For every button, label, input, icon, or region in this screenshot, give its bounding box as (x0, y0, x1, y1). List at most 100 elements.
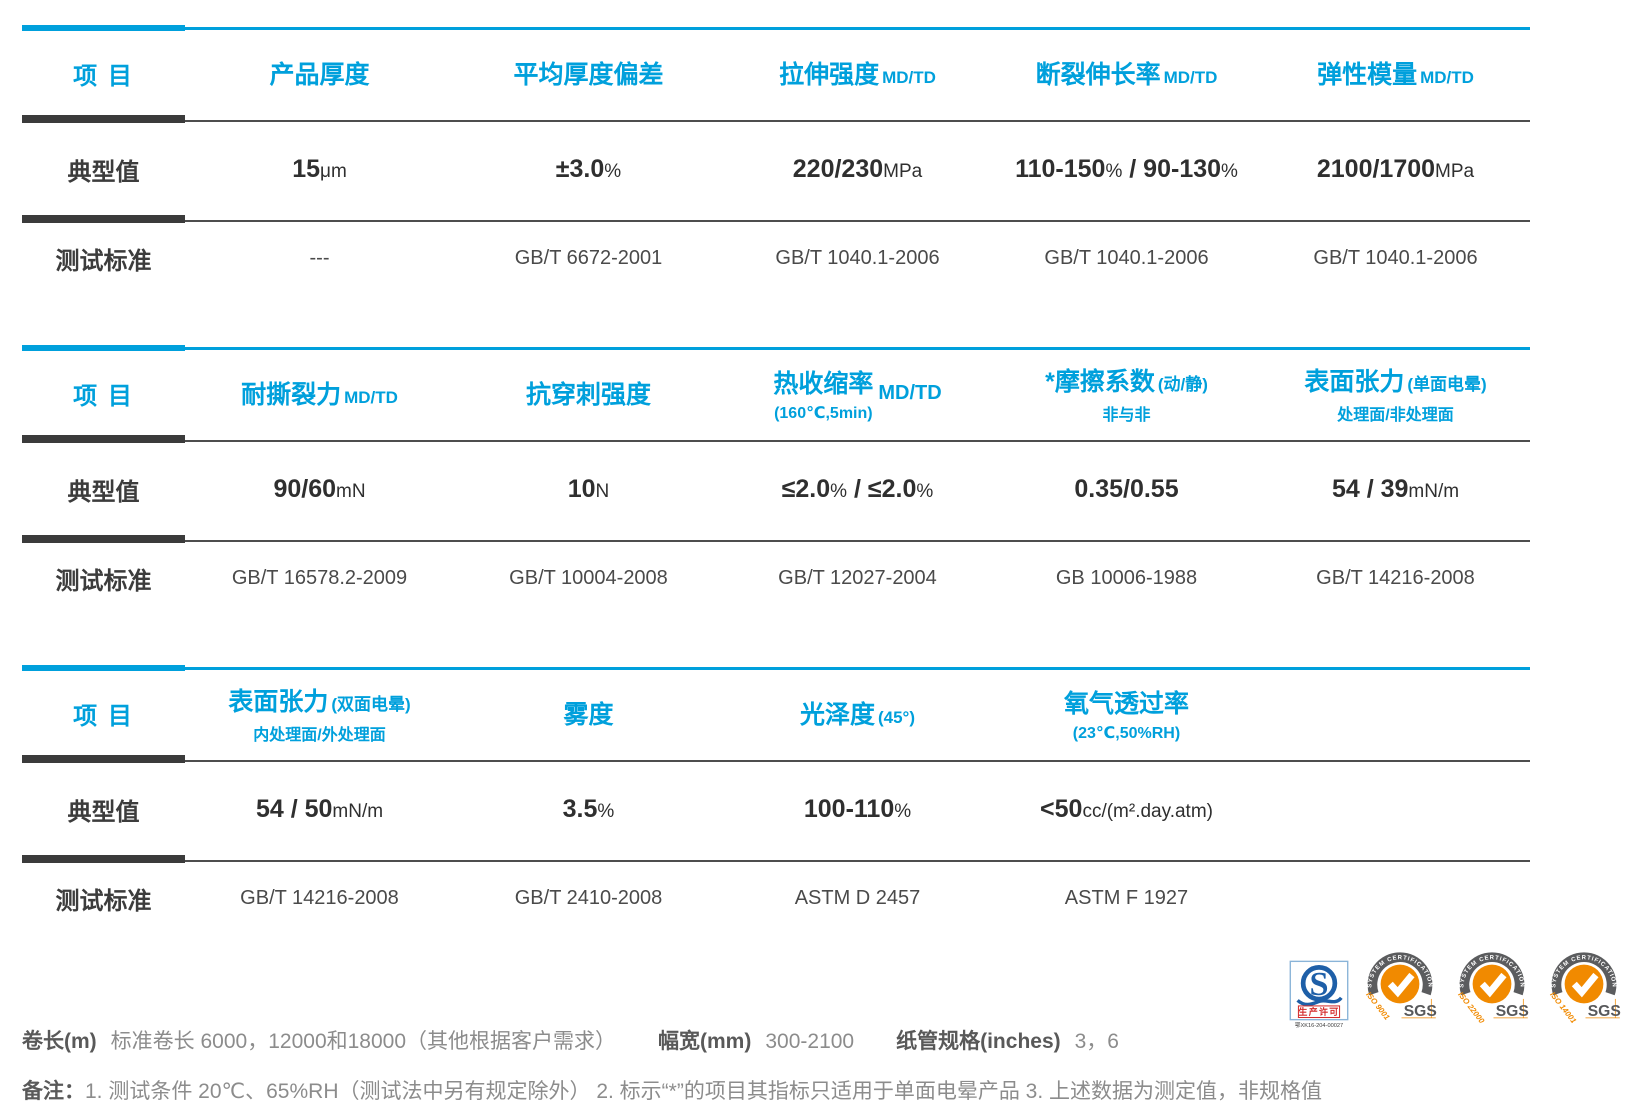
test-standard: GB/T 1040.1-2006 (775, 246, 940, 269)
value-number: 90/60 (273, 474, 336, 503)
row-label-standard: 测试标准 (55, 887, 152, 915)
value-number: ±3.0 (555, 154, 605, 183)
spec-column-header: *摩擦系数 (动/静) 非与非 (992, 362, 1261, 425)
param-name: 表面张力 (228, 687, 329, 716)
divider-rule-1 (22, 435, 1530, 443)
param-suffix: MD/TD (344, 388, 398, 407)
accent-line (185, 347, 1530, 350)
value-number: 3.5 (562, 794, 598, 823)
param-title-block: 产品厚度 (269, 55, 369, 91)
value-unit: MPa (883, 160, 923, 182)
param-side-label: MD/TD (878, 381, 942, 404)
param-name: 抗穿刺强度 (525, 381, 651, 409)
param-suffix: (45°) (877, 708, 916, 727)
value-number: 220/230 (792, 154, 884, 183)
divider-rule-2 (22, 855, 1530, 863)
value-number: / 90-130 (1122, 154, 1222, 183)
param-name: 耐撕裂力 (241, 381, 342, 409)
header-row: 项 目 产品厚度 平均厚度偏差 拉伸强度 MD/TD 断裂伸长率 MD/ (22, 31, 1530, 115)
param-subtitle: 非与非 (1102, 406, 1151, 424)
dark-bar (22, 855, 185, 863)
typical-value: 10N (454, 475, 723, 504)
value-unit: % (1221, 160, 1238, 182)
param-subtitle: 处理面/非处理面 (1337, 406, 1454, 424)
sgs-logo-icon: SYSTEM CERTIFICATION ISO 9001 SGS (1364, 952, 1437, 1022)
param-name: 平均厚度偏差 (513, 61, 664, 89)
qs-license-logo: S 生产许可 鄂XK16-204-00027 (1289, 960, 1349, 1039)
param-name: 雾度 (563, 701, 614, 729)
spec-column-header: 表面张力 (双面电晕) 内处理面/外处理面 (185, 682, 454, 745)
typical-value: 2100/1700MPa (1261, 155, 1530, 184)
value-unit: N (595, 480, 610, 502)
row-label-standard: 测试标准 (55, 247, 152, 275)
value-number: 110-150 (1015, 154, 1106, 183)
spec-column-header: 热收缩率 (160℃,5min) MD/TD (723, 364, 992, 423)
param-name: 弹性模量 (1317, 61, 1418, 89)
param-title-block: 雾度 (563, 695, 613, 731)
param-suffix: MD/TD (1420, 68, 1474, 87)
spec-column-header (1261, 697, 1530, 729)
param-name: 光泽度 (799, 701, 875, 729)
row-label-item: 项 目 (73, 382, 134, 410)
sgs-iso9001-logo: SYSTEM CERTIFICATION ISO 9001 SGS (1359, 948, 1441, 1023)
typical-value: ±3.0% (454, 155, 723, 184)
typical-value: 15μm (185, 155, 454, 184)
value-unit: MPa (1435, 160, 1475, 182)
accent-line (185, 667, 1530, 670)
sgs-logo-icon: SYSTEM CERTIFICATION ISO 14001 SGS (1548, 952, 1621, 1023)
datasheet-page: { "accent_color": "#00a0dc", "dark_bar_c… (22, 25, 1625, 1103)
test-standard: --- (309, 246, 330, 269)
value-unit: cc/(m².day.atm) (1082, 800, 1213, 822)
remark-label: 备注： (22, 1080, 85, 1103)
param-title-block: 抗穿刺强度 (526, 375, 651, 411)
param-title-block (1392, 697, 1395, 729)
typical-value: 54 / 39mN/m (1261, 475, 1530, 504)
sgs-brand-text: SGS (1588, 1003, 1621, 1020)
test-standard: GB/T 2410-2008 (514, 886, 663, 909)
param-name: 热收缩率 (773, 369, 874, 398)
row-label-typical: 典型值 (67, 478, 140, 506)
standard-row: 测试标准 GB/T 14216-2008 GB/T 2410-2008 ASTM D… (22, 863, 1530, 933)
spec-column-header: 拉伸强度 MD/TD (723, 55, 992, 91)
param-title-block: 表面张力 (双面电晕) 内处理面/外处理面 (228, 682, 410, 745)
sgs-brand-text: SGS (1496, 1003, 1529, 1020)
value-number: ≤2.0 (781, 474, 831, 503)
param-suffix: (动/静) (1157, 374, 1208, 394)
row-label-typical: 典型值 (67, 798, 140, 826)
test-standard: GB 10006-1988 (1055, 566, 1198, 589)
test-standard: GB/T 6672-2001 (514, 246, 663, 269)
certification-logos: S 生产许可 鄂XK16-204-00027 SYSTEM CERTIFICAT… (1289, 948, 1625, 1039)
spec-column-header: 断裂伸长率 MD/TD (992, 55, 1261, 91)
accent-bar (22, 25, 185, 31)
param-suffix: (单面电晕) (1407, 374, 1487, 394)
header-row: 项 目 表面张力 (双面电晕) 内处理面/外处理面 雾度 光泽度 (45°) (22, 671, 1530, 755)
core-size-value: 3，6 (1074, 1030, 1119, 1053)
section-accent-rule (22, 345, 1530, 351)
remark-line: 备注：1. 测试条件 20℃、65%RH（测试法中另有规定除外） 2. 标示“*… (22, 1075, 1322, 1105)
row-label-standard: 测试标准 (55, 567, 152, 595)
typical-value: 90/60mN (185, 475, 454, 504)
dark-bar (22, 535, 185, 543)
test-standard: GB/T 16578.2-2009 (231, 566, 408, 589)
spec-tables: 项 目 产品厚度 平均厚度偏差 拉伸强度 MD/TD 断裂伸长率 MD/ (22, 25, 1530, 933)
spec-column-header: 光泽度 (45°) (723, 695, 992, 731)
footer: 卷长(m) 标准卷长 6000，12000和18000（其他根据客户需求） 幅宽(m… (0, 985, 1322, 1105)
param-title-block: 光泽度 (45°) (800, 695, 915, 731)
value-number: / ≤2.0 (847, 474, 917, 503)
spec-table-section: 项 目 产品厚度 平均厚度偏差 拉伸强度 MD/TD 断裂伸长率 MD/ (22, 25, 1530, 293)
typical-value: ≤2.0% / ≤2.0% (723, 475, 992, 504)
remark-text: 1. 测试条件 20℃、65%RH（测试法中另有规定除外） 2. 标示“*”的项… (85, 1080, 1323, 1103)
value-number: 54 / 50 (255, 794, 333, 823)
param-title-block: 拉伸强度 MD/TD (779, 55, 936, 91)
value-number: 0.35/0.55 (1074, 474, 1179, 503)
test-standard: GB/T 10004-2008 (509, 566, 668, 589)
test-standard: GB/T 14216-2008 (240, 886, 399, 909)
param-suffix: MD/TD (882, 68, 936, 87)
typical-value: 100-110% (723, 795, 992, 824)
dark-bar (22, 435, 185, 443)
param-name: 表面张力 (1304, 367, 1405, 396)
param-name: 拉伸强度 (779, 61, 880, 89)
param-title-block: 热收缩率 (160℃,5min) (773, 364, 873, 423)
dark-line (185, 540, 1530, 542)
sgs-brand-text: SGS (1404, 1003, 1437, 1020)
